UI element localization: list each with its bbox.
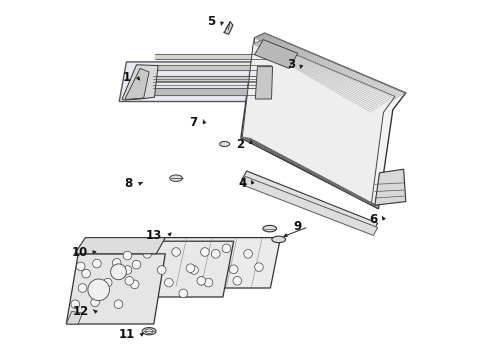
Circle shape xyxy=(123,266,132,274)
Text: 13: 13 xyxy=(145,229,162,242)
Ellipse shape xyxy=(169,175,182,181)
Polygon shape xyxy=(241,176,377,235)
Polygon shape xyxy=(122,65,158,100)
Text: 8: 8 xyxy=(124,177,133,190)
Circle shape xyxy=(76,262,85,271)
Circle shape xyxy=(157,266,166,274)
Polygon shape xyxy=(75,238,165,254)
Circle shape xyxy=(123,251,132,260)
Circle shape xyxy=(114,300,122,309)
Polygon shape xyxy=(146,238,280,288)
Text: 12: 12 xyxy=(73,305,89,318)
Circle shape xyxy=(110,264,126,280)
Circle shape xyxy=(189,266,198,274)
Text: 7: 7 xyxy=(189,116,197,129)
Polygon shape xyxy=(99,241,233,297)
Circle shape xyxy=(92,259,101,268)
Circle shape xyxy=(200,248,209,256)
Circle shape xyxy=(164,278,173,287)
Circle shape xyxy=(244,249,252,258)
Circle shape xyxy=(211,249,220,258)
Polygon shape xyxy=(119,62,273,102)
Ellipse shape xyxy=(145,329,153,333)
Circle shape xyxy=(222,244,230,253)
Text: 6: 6 xyxy=(369,213,377,226)
Polygon shape xyxy=(241,171,377,232)
Polygon shape xyxy=(66,311,82,324)
Polygon shape xyxy=(254,40,297,68)
Circle shape xyxy=(130,280,139,289)
Circle shape xyxy=(186,264,194,273)
Circle shape xyxy=(254,263,263,271)
Circle shape xyxy=(91,298,99,307)
Circle shape xyxy=(88,279,109,301)
Text: 4: 4 xyxy=(238,177,246,190)
Circle shape xyxy=(229,265,238,274)
Ellipse shape xyxy=(263,225,276,232)
Text: 1: 1 xyxy=(122,71,131,84)
Polygon shape xyxy=(241,33,405,209)
Circle shape xyxy=(81,269,90,278)
Polygon shape xyxy=(223,22,232,34)
Circle shape xyxy=(197,276,205,285)
Text: 2: 2 xyxy=(236,138,244,151)
Polygon shape xyxy=(66,254,165,324)
Ellipse shape xyxy=(142,328,156,335)
Ellipse shape xyxy=(271,236,285,243)
Polygon shape xyxy=(255,67,272,99)
Circle shape xyxy=(112,258,121,267)
Polygon shape xyxy=(374,169,405,205)
Circle shape xyxy=(103,278,112,287)
Circle shape xyxy=(142,249,151,258)
Circle shape xyxy=(232,276,241,285)
Text: 5: 5 xyxy=(207,15,215,28)
Text: 10: 10 xyxy=(72,246,88,258)
Text: 9: 9 xyxy=(293,220,302,233)
Text: 3: 3 xyxy=(286,58,294,71)
Circle shape xyxy=(171,248,180,256)
Circle shape xyxy=(125,276,133,285)
Circle shape xyxy=(71,300,80,309)
Circle shape xyxy=(78,284,87,292)
Circle shape xyxy=(204,278,212,287)
Polygon shape xyxy=(242,40,394,205)
Circle shape xyxy=(179,289,187,298)
Text: 11: 11 xyxy=(118,328,134,341)
Ellipse shape xyxy=(219,141,229,147)
Circle shape xyxy=(132,260,141,269)
Polygon shape xyxy=(125,68,149,99)
